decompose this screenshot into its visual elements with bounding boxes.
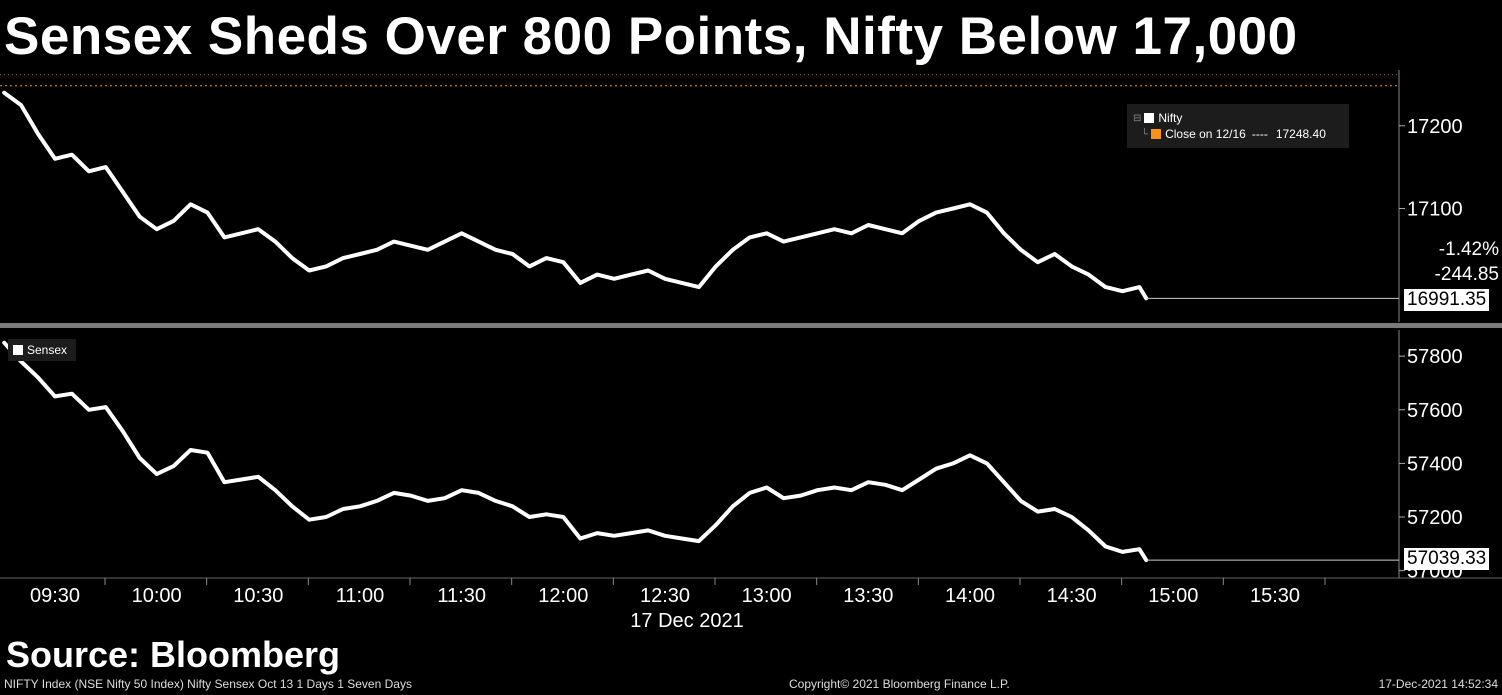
sensex-last-value: 57039.33 [1404,548,1490,570]
y-tick-label: 17200 [1407,116,1463,138]
x-tick-label: 13:00 [742,585,792,607]
footer-right: 17-Dec-2021 14:52:34 [1378,677,1498,691]
nifty-legend: ⊟ Nifty └ Close on 12/16 ---- 17248.40 [1127,104,1349,148]
sensex-legend: Sensex [8,339,76,361]
x-tick-label: 14:00 [945,585,995,607]
nifty-legend-label: Nifty [1158,111,1183,125]
close-swatch [1151,129,1162,139]
y-tick-label: 57400 [1407,453,1463,475]
x-tick-label: 10:30 [233,585,283,607]
x-tick-label: 14:30 [1047,585,1097,607]
source-label: Source: Bloomberg [6,634,341,675]
nifty-change-pts: -244.85 [1434,264,1499,285]
close-legend-value: 17248.40 [1275,127,1326,141]
legend-collapse-icon[interactable]: ⊟ [1133,112,1142,124]
x-tick-label: 12:30 [640,585,690,607]
series-line [2,340,1149,563]
sensex-legend-label: Sensex [27,343,68,357]
x-tick-label: 11:00 [336,585,385,607]
y-tick-label: 57600 [1407,400,1463,422]
close-legend-label: Close on 12/16 [1165,127,1246,141]
x-tick-label: 09:30 [30,585,80,607]
panel-divider [0,323,1502,328]
x-tick-label: 15:30 [1250,585,1300,607]
y-tick-label: 17100 [1407,198,1463,220]
x-axis-title: 17 Dec 2021 [630,610,743,632]
legend-tree-icon: └ [1141,128,1149,140]
footer-left: NIFTY Index (NSE Nifty 50 Index) Nifty S… [4,677,412,691]
x-tick-label: 12:00 [538,585,588,607]
close-legend-dashes: ---- [1251,127,1268,141]
nifty-change-pct: -1.42% [1438,239,1499,260]
series-line [2,90,1149,301]
headline: Sensex Sheds Over 800 Points, Nifty Belo… [4,7,1298,66]
nifty-panel: 17100 17200 [0,74,1463,301]
x-axis: 09:30 10:00 10:30 11:00 11:30 12:00 12:30 13:00… [30,578,1326,632]
footer-center: Copyright© 2021 Bloomberg Finance L.P. [789,677,1010,691]
y-tick-label: 57800 [1407,346,1463,368]
y-tick-label: 57200 [1407,507,1463,529]
x-tick-label: 11:30 [437,585,486,607]
sensex-swatch [13,345,23,355]
nifty-last-value: 16991.35 [1404,289,1490,311]
x-tick-label: 15:00 [1148,585,1198,607]
x-tick-label: 13:30 [843,585,893,607]
x-tick-label: 10:00 [132,585,182,607]
nifty-swatch [1144,113,1155,123]
